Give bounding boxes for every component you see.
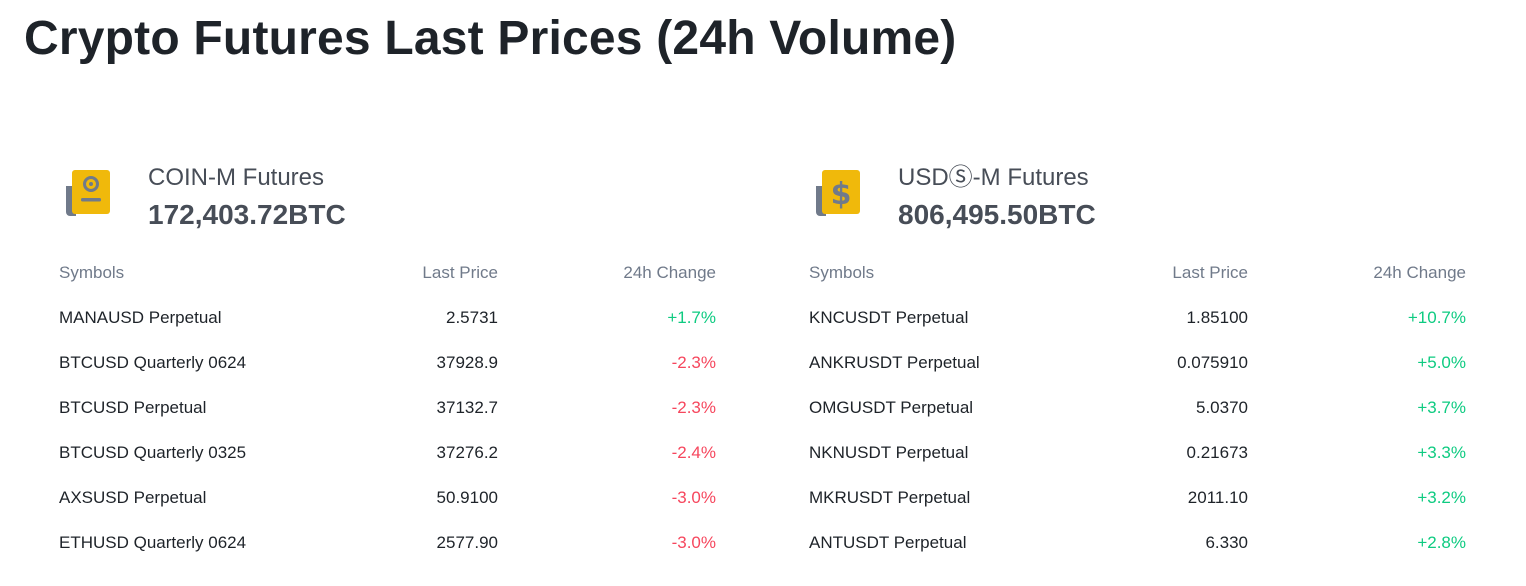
- table-row[interactable]: BTCUSD Quarterly 0624 37928.9 -2.3%: [58, 353, 718, 398]
- column-header-24h-change[interactable]: 24h Change: [1373, 263, 1466, 282]
- coin-document-icon: [66, 170, 110, 216]
- last-price: 2011.10: [1187, 488, 1248, 507]
- table-row[interactable]: BTCUSD Quarterly 0325 37276.2 -2.4%: [58, 443, 718, 488]
- symbol-name[interactable]: MKRUSDT Perpetual: [809, 488, 971, 507]
- last-price: 37276.2: [436, 443, 498, 462]
- last-price: 2.5731: [446, 308, 498, 327]
- symbol-name[interactable]: BTCUSD Perpetual: [59, 398, 207, 417]
- panel-header: COIN-M Futures 172,403.72BTC: [58, 150, 718, 240]
- column-header-last-price[interactable]: Last Price: [1172, 263, 1248, 282]
- change-24h: +3.2%: [1417, 488, 1466, 507]
- last-price: 5.0370: [1196, 398, 1248, 417]
- svg-text:$: $: [831, 177, 852, 212]
- last-price: 50.9100: [436, 488, 498, 507]
- page-title: Crypto Futures Last Prices (24h Volume): [24, 12, 957, 65]
- column-header-last-price[interactable]: Last Price: [422, 263, 498, 282]
- last-price: 0.21673: [1186, 443, 1248, 462]
- table-row[interactable]: ETHUSD Quarterly 0624 2577.90 -3.0%: [58, 533, 718, 578]
- change-24h: +3.7%: [1417, 398, 1466, 417]
- change-24h: +5.0%: [1417, 353, 1466, 372]
- table-body: MANAUSD Perpetual 2.5731 +1.7% BTCUSD Qu…: [58, 308, 718, 578]
- panel-volume: 806,495.50BTC: [898, 199, 1096, 230]
- symbol-name[interactable]: ANKRUSDT Perpetual: [809, 353, 980, 372]
- table-row[interactable]: NKNUSDT Perpetual 0.21673 +3.3%: [808, 443, 1468, 488]
- symbol-name[interactable]: BTCUSD Quarterly 0325: [59, 443, 247, 462]
- symbol-name[interactable]: BTCUSD Quarterly 0624: [59, 353, 247, 372]
- last-price: 1.85100: [1186, 308, 1248, 327]
- table-row[interactable]: OMGUSDT Perpetual 5.0370 +3.7%: [808, 398, 1468, 443]
- change-24h: +1.7%: [667, 308, 716, 327]
- panel-header: $ USDⓈ-M Futures 806,495.50BTC: [808, 150, 1468, 240]
- table-row[interactable]: AXSUSD Perpetual 50.9100 -3.0%: [58, 488, 718, 533]
- column-header-24h-change[interactable]: 24h Change: [623, 263, 716, 282]
- table-row[interactable]: ANKRUSDT Perpetual 0.075910 +5.0%: [808, 353, 1468, 398]
- change-24h: -3.0%: [671, 488, 716, 507]
- panel-volume: 172,403.72BTC: [148, 199, 346, 230]
- change-24h: -2.3%: [671, 353, 716, 372]
- table-row[interactable]: MANAUSD Perpetual 2.5731 +1.7%: [58, 308, 718, 353]
- panel-name: USDⓈ-M Futures: [898, 164, 1089, 191]
- symbol-name[interactable]: KNCUSDT Perpetual: [809, 308, 969, 327]
- table-row[interactable]: BTCUSD Perpetual 37132.7 -2.3%: [58, 398, 718, 443]
- last-price: 2577.90: [436, 533, 498, 552]
- table-row[interactable]: ANTUSDT Perpetual 6.330 +2.8%: [808, 533, 1468, 578]
- change-24h: -2.3%: [671, 398, 716, 417]
- change-24h: +3.3%: [1417, 443, 1466, 462]
- column-header-symbols[interactable]: Symbols: [59, 263, 125, 282]
- table-header: Symbols Last Price 24h Change: [808, 263, 1468, 287]
- last-price: 0.075910: [1177, 353, 1248, 372]
- symbol-name[interactable]: NKNUSDT Perpetual: [809, 443, 969, 462]
- change-24h: -2.4%: [671, 443, 716, 462]
- last-price: 37928.9: [436, 353, 498, 372]
- column-header-symbols[interactable]: Symbols: [809, 263, 875, 282]
- table-header: Symbols Last Price 24h Change: [58, 263, 718, 287]
- symbol-name[interactable]: AXSUSD Perpetual: [59, 488, 207, 507]
- change-24h: +10.7%: [1407, 308, 1466, 327]
- table-row[interactable]: MKRUSDT Perpetual 2011.10 +3.2%: [808, 488, 1468, 533]
- table-body: KNCUSDT Perpetual 1.85100 +10.7% ANKRUSD…: [808, 308, 1468, 578]
- symbol-name[interactable]: ANTUSDT Perpetual: [809, 533, 967, 552]
- symbol-name[interactable]: OMGUSDT Perpetual: [809, 398, 974, 417]
- dollar-document-icon: $: [816, 170, 860, 216]
- last-price: 37132.7: [436, 398, 498, 417]
- table-row[interactable]: KNCUSDT Perpetual 1.85100 +10.7%: [808, 308, 1468, 353]
- change-24h: -3.0%: [671, 533, 716, 552]
- last-price: 6.330: [1205, 533, 1248, 552]
- usd-m-futures-panel: $ USDⓈ-M Futures 806,495.50BTC Symbols L…: [808, 150, 1468, 552]
- coin-m-futures-panel: COIN-M Futures 172,403.72BTC Symbols Las…: [58, 150, 718, 552]
- change-24h: +2.8%: [1417, 533, 1466, 552]
- symbol-name[interactable]: ETHUSD Quarterly 0624: [59, 533, 247, 552]
- symbol-name[interactable]: MANAUSD Perpetual: [59, 308, 222, 327]
- panel-name: COIN-M Futures: [148, 164, 325, 191]
